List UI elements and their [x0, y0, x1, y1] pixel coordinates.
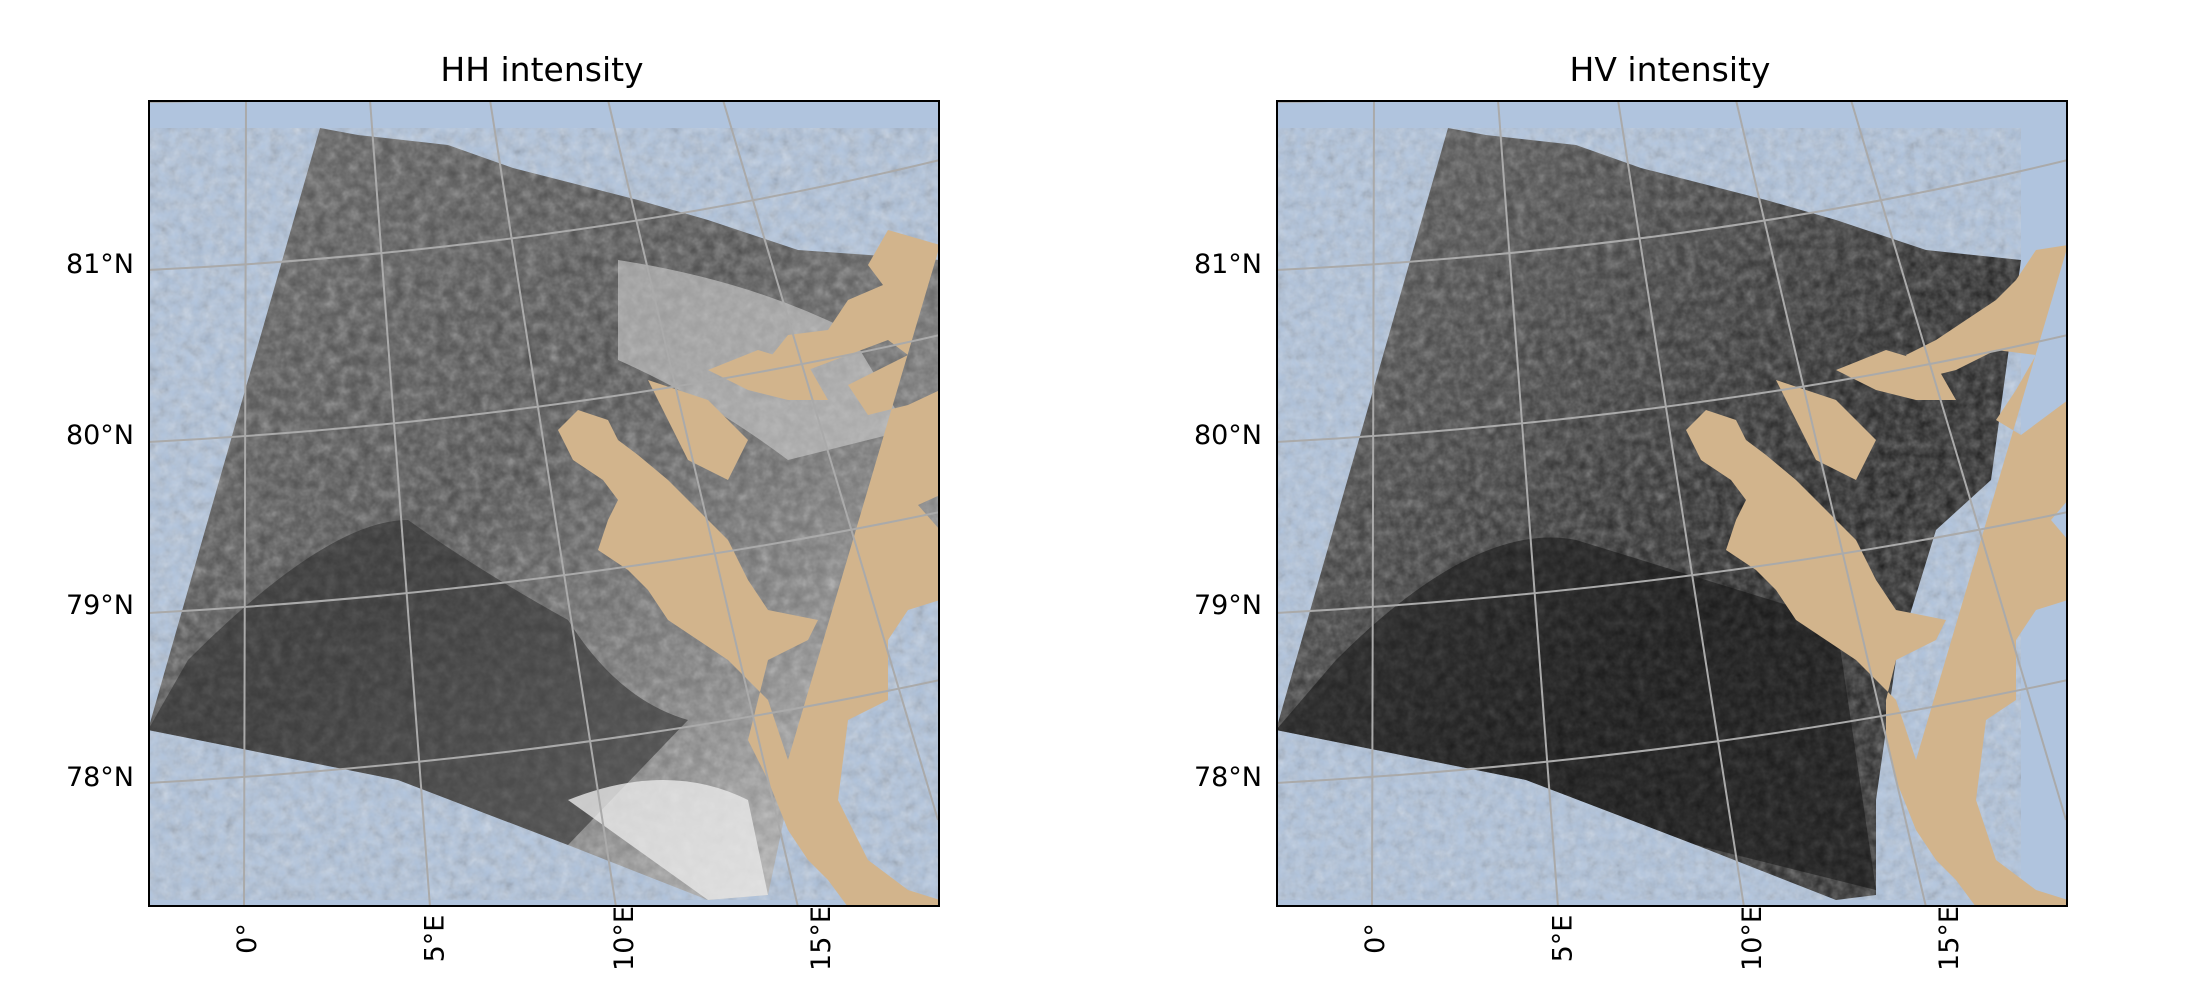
- hv-lon-label-5e: 5°E: [1547, 914, 1579, 963]
- hv-lat-label-81n: 81°N: [1193, 249, 1262, 280]
- lat-gridline-78: [148, 679, 940, 784]
- hh-lon-label-15e: 15°E: [805, 906, 837, 971]
- hv-intensity-map: [1276, 100, 2068, 907]
- hv-panel-title: HV intensity: [1569, 50, 1771, 89]
- lat-gridline-80: [1276, 334, 2068, 443]
- hh-lat-label-80n: 80°N: [65, 420, 134, 451]
- map-frame: [1276, 100, 2068, 907]
- lat-gridline-78: [1276, 679, 2068, 784]
- hh-lat-label-78n: 78°N: [65, 762, 134, 793]
- hv-lon-label-0: 0°: [1359, 923, 1391, 954]
- lat-gridline-79: [1276, 511, 2068, 614]
- lon-gridline-0: [243, 100, 247, 907]
- lon-gridline-15e: [607, 100, 799, 907]
- hv-lat-label-80n: 80°N: [1193, 420, 1262, 451]
- lat-gridline-80: [148, 334, 940, 443]
- lon-gridline-10e: [489, 100, 617, 907]
- hv-lon-label-15e: 15°E: [1933, 906, 1965, 971]
- svalbard-land: [558, 230, 940, 907]
- hh-panel-title: HH intensity: [440, 50, 644, 89]
- lon-gridline-10e: [1617, 100, 1745, 907]
- lon-gridline-0: [1371, 100, 1375, 907]
- svalbard-land: [1686, 245, 2068, 907]
- lat-gridline-81: [1276, 159, 2068, 271]
- lat-gridline-81: [148, 159, 940, 271]
- hh-lon-label-5e: 5°E: [419, 914, 451, 963]
- hh-lon-label-10e: 10°E: [608, 906, 640, 971]
- hh-lat-label-79n: 79°N: [65, 590, 134, 621]
- lon-gridline-5e: [369, 100, 431, 907]
- hv-lat-label-78n: 78°N: [1193, 762, 1262, 793]
- hh-lon-label-0: 0°: [231, 923, 263, 954]
- hv-lon-label-10e: 10°E: [1736, 906, 1768, 971]
- hh-intensity-map: [148, 100, 940, 907]
- hv-lat-label-79n: 79°N: [1193, 590, 1262, 621]
- lon-gridline-5e: [1497, 100, 1559, 907]
- hh-lat-label-81n: 81°N: [65, 249, 134, 280]
- map-frame: [148, 100, 940, 907]
- lat-gridline-79: [148, 511, 940, 614]
- lon-gridline-15e: [1735, 100, 1927, 907]
